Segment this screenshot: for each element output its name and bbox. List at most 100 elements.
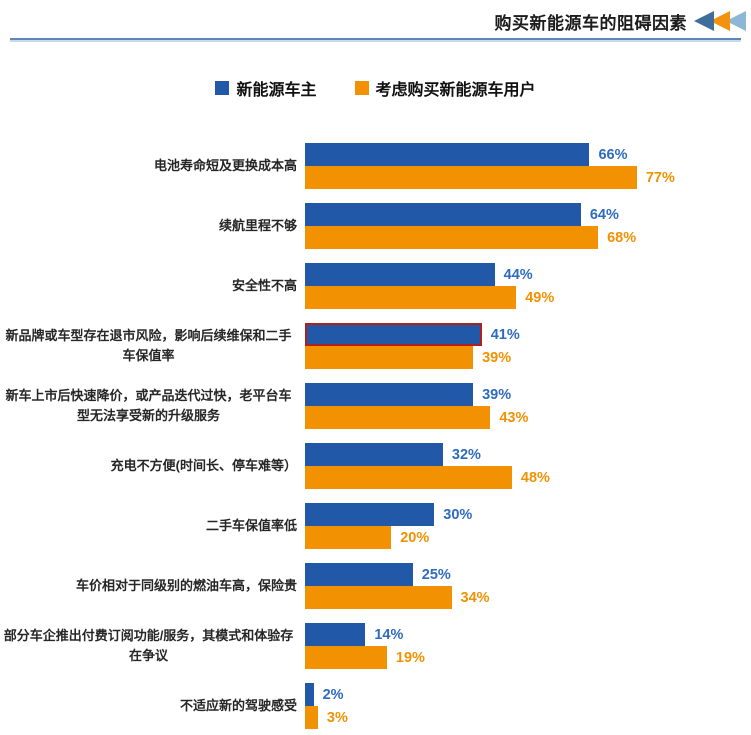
- value-label-nev-owners: 14%: [374, 626, 404, 643]
- bar-group: 39% 43%: [305, 383, 751, 429]
- bar-considering-buyers: [305, 706, 318, 729]
- category-label-text: 充电不方便(时间长、停车难等）: [110, 457, 297, 473]
- value-label-considering-buyers: 20%: [400, 529, 430, 546]
- chart-row: 电池寿命短及更换成本高 66% 77%: [0, 136, 751, 196]
- chart-row: 续航里程不够 64% 68%: [0, 196, 751, 256]
- chart-row: 充电不方便(时间长、停车难等） 32% 48%: [0, 436, 751, 496]
- bar-line-nev-owners: 64%: [305, 203, 751, 226]
- value-label-nev-owners: 66%: [598, 146, 628, 163]
- bar-group: 41% 39%: [305, 323, 751, 369]
- bar-line-considering-buyers: 34%: [305, 586, 751, 609]
- bar-nev-owners: [305, 443, 443, 466]
- bar-line-considering-buyers: 19%: [305, 646, 751, 669]
- legend-label-considering-buyers: 考虑购买新能源车用户: [375, 82, 536, 99]
- chart-row: 新品牌或车型存在退市风险，影响后续维保和二手车保值率 41% 39%: [0, 316, 751, 376]
- bar-line-considering-buyers: 3%: [305, 706, 751, 729]
- bar-considering-buyers: [305, 346, 474, 369]
- chart-row: 部分车企推出付费订阅功能/服务，其模式和体验存在争议 14% 19%: [0, 616, 751, 676]
- header: 购买新能源车的阻碍因素: [0, 0, 751, 42]
- value-label-considering-buyers: 3%: [326, 709, 348, 726]
- bar-group: 14% 19%: [305, 623, 751, 669]
- bar-nev-owners: [305, 263, 495, 286]
- category-label: 不适应新的驾驶感受: [0, 696, 305, 716]
- value-label-nev-owners: 2%: [322, 686, 344, 703]
- bar-considering-buyers: [305, 286, 517, 309]
- bar-nev-owners: [305, 623, 366, 646]
- arrow-steel-blue: [694, 11, 714, 31]
- bar-line-nev-owners: 30%: [305, 503, 751, 526]
- bar-line-considering-buyers: 48%: [305, 466, 751, 489]
- page-title: 购买新能源车的阻碍因素: [494, 13, 687, 33]
- bar-line-considering-buyers: 43%: [305, 406, 751, 429]
- category-label-text: 安全性不高: [231, 277, 297, 293]
- value-label-nev-owners: 30%: [443, 506, 473, 523]
- bar-line-nev-owners: 25%: [305, 563, 751, 586]
- category-label-text: 部分车企推出付费订阅功能/服务，其模式和体验存在争议: [3, 627, 294, 663]
- category-label: 新车上市后快速降价，或产品迭代过快，老平台车型无法享受新的升级服务: [0, 386, 305, 426]
- value-label-nev-owners: 44%: [503, 266, 533, 283]
- value-label-nev-owners: 41%: [490, 326, 520, 343]
- legend-swatch-nev-owners: [215, 81, 230, 95]
- category-label: 安全性不高: [0, 276, 305, 296]
- category-label: 二手车保值率低: [0, 516, 305, 536]
- chart-row: 新车上市后快速降价，或产品迭代过快，老平台车型无法享受新的升级服务 39% 43%: [0, 376, 751, 436]
- bar-chart: 电池寿命短及更换成本高 66% 77% 续航里程不够 64% 68% 安全性不高 44% 49%…: [0, 136, 751, 735]
- bar-line-considering-buyers: 39%: [305, 346, 751, 369]
- bar-considering-buyers: [305, 406, 491, 429]
- bar-nev-owners: [305, 323, 482, 346]
- bar-considering-buyers: [305, 646, 387, 669]
- chart-row: 车价相对于同级别的燃油车高，保险贵 25% 34%: [0, 556, 751, 616]
- bar-line-nev-owners: 66%: [305, 143, 751, 166]
- bar-nev-owners: [305, 683, 314, 706]
- bar-group: 2% 3%: [305, 683, 751, 729]
- value-label-considering-buyers: 48%: [520, 469, 550, 486]
- bar-line-nev-owners: 39%: [305, 383, 751, 406]
- bar-considering-buyers: [305, 526, 392, 549]
- arrow-light-blue: [726, 11, 746, 31]
- category-label-text: 电池寿命短及更换成本高: [153, 157, 297, 173]
- value-label-considering-buyers: 39%: [482, 349, 512, 366]
- legend-item-considering-buyers: 考虑购买新能源车用户: [354, 76, 536, 100]
- bar-line-nev-owners: 44%: [305, 263, 751, 286]
- triple-arrow-icon: [694, 11, 746, 31]
- value-label-nev-owners: 32%: [451, 446, 481, 463]
- category-label-text: 新车上市后快速降价，或产品迭代过快，老平台车型无法享受新的升级服务: [5, 387, 292, 423]
- category-label: 部分车企推出付费订阅功能/服务，其模式和体验存在争议: [0, 626, 305, 666]
- category-label-text: 二手车保值率低: [205, 517, 297, 533]
- value-label-nev-owners: 64%: [589, 206, 619, 223]
- value-label-nev-owners: 25%: [421, 566, 451, 583]
- bar-line-nev-owners: 41%: [305, 323, 751, 346]
- category-label-text: 不适应新的驾驶感受: [179, 697, 297, 713]
- category-label: 新品牌或车型存在退市风险，影响后续维保和二手车保值率: [0, 326, 305, 366]
- value-label-considering-buyers: 68%: [607, 229, 637, 246]
- value-label-considering-buyers: 77%: [645, 169, 675, 186]
- value-label-considering-buyers: 43%: [499, 409, 529, 426]
- bar-group: 64% 68%: [305, 203, 751, 249]
- bar-group: 66% 77%: [305, 143, 751, 189]
- legend-swatch-considering-buyers: [354, 81, 369, 95]
- bar-line-nev-owners: 2%: [305, 683, 751, 706]
- legend-item-nev-owners: 新能源车主: [215, 76, 317, 100]
- header-divider: [10, 38, 741, 42]
- bar-group: 32% 48%: [305, 443, 751, 489]
- bar-nev-owners: [305, 203, 581, 226]
- category-label-text: 车价相对于同级别的燃油车高，保险贵: [75, 577, 297, 593]
- category-label-text: 新品牌或车型存在退市风险，影响后续维保和二手车保值率: [5, 327, 292, 363]
- chart-row: 安全性不高 44% 49%: [0, 256, 751, 316]
- chart-row: 二手车保值率低 30% 20%: [0, 496, 751, 556]
- bar-line-nev-owners: 14%: [305, 623, 751, 646]
- bar-line-considering-buyers: 68%: [305, 226, 751, 249]
- bar-group: 25% 34%: [305, 563, 751, 609]
- legend-label-nev-owners: 新能源车主: [236, 82, 317, 99]
- value-label-nev-owners: 39%: [482, 386, 512, 403]
- bar-group: 30% 20%: [305, 503, 751, 549]
- category-label: 续航里程不够: [0, 216, 305, 236]
- bar-considering-buyers: [305, 166, 637, 189]
- title-row: 购买新能源车的阻碍因素: [0, 8, 751, 34]
- bar-considering-buyers: [305, 226, 599, 249]
- bar-line-nev-owners: 32%: [305, 443, 751, 466]
- bar-line-considering-buyers: 77%: [305, 166, 751, 189]
- category-label: 车价相对于同级别的燃油车高，保险贵: [0, 576, 305, 596]
- category-label: 充电不方便(时间长、停车难等）: [0, 456, 305, 476]
- bar-group: 44% 49%: [305, 263, 751, 309]
